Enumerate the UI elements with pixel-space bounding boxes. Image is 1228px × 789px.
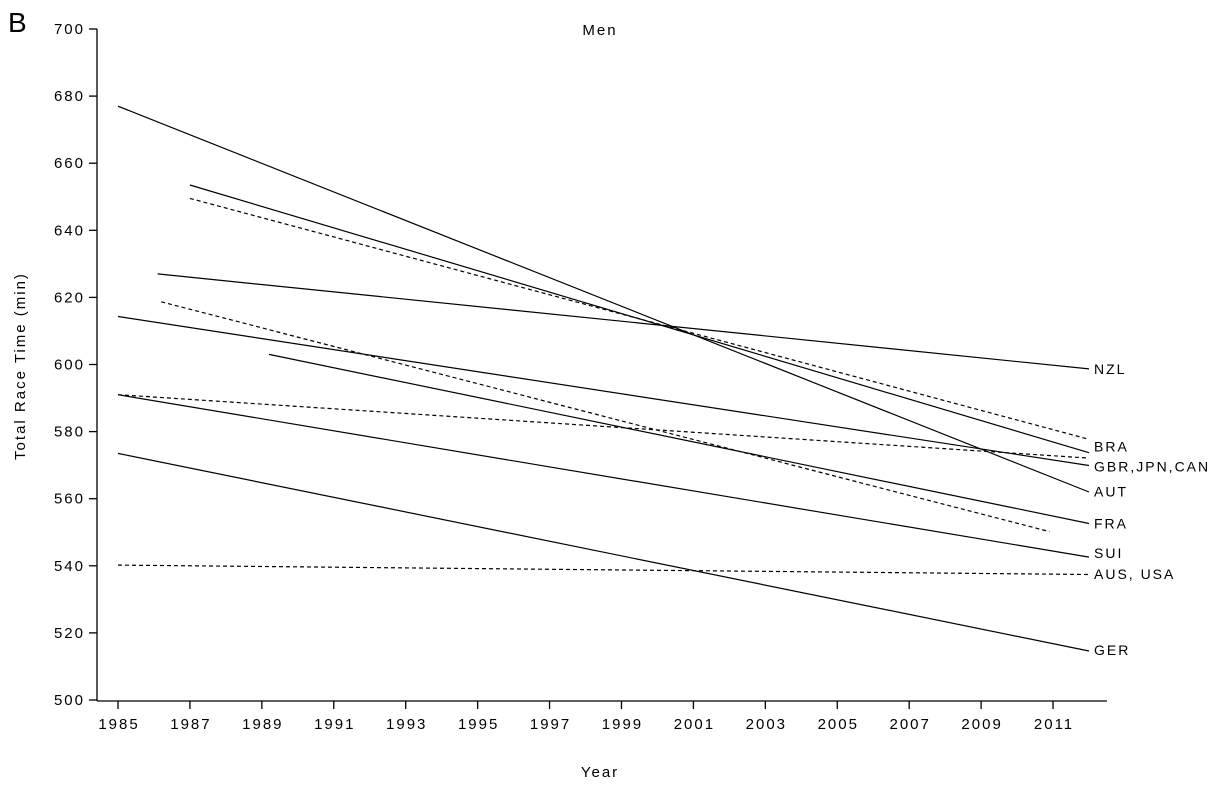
panel-label: B	[8, 7, 27, 38]
x-tick-label: 1991	[314, 716, 355, 733]
series-end-label: SUI	[1094, 545, 1123, 561]
x-tick-label: 2009	[961, 716, 1002, 733]
y-tick-label: 680	[54, 88, 85, 105]
series-line-ger	[117, 452, 1090, 652]
x-tick-label: 2001	[674, 716, 715, 733]
series-end-label: BRA	[1094, 439, 1129, 455]
x-axis-title: Year	[581, 764, 619, 781]
series-line-nzl	[157, 273, 1090, 370]
series-end-label: GER	[1094, 642, 1130, 658]
chart-title: Men	[582, 22, 617, 39]
x-tick-label: 2007	[889, 716, 930, 733]
series-end-label: GBR,JPN,CAN	[1094, 458, 1210, 474]
x-tick-label: 1999	[602, 716, 643, 733]
series-line-aut	[117, 105, 1090, 493]
series-end-label: AUT	[1094, 483, 1128, 499]
x-tick-label: 1993	[386, 716, 427, 733]
x-tick-label: 1995	[458, 716, 499, 733]
series-line-fra	[268, 353, 1090, 525]
y-axis-title: Total Race Time (min)	[12, 272, 29, 460]
y-tick-label: 560	[54, 491, 85, 508]
series-line-gbr-jpn-can	[117, 394, 1090, 459]
x-tick-label: 1985	[98, 716, 139, 733]
y-tick-label: 600	[54, 357, 85, 374]
series-line-fra	[161, 301, 1050, 533]
series-end-label: NZL	[1094, 361, 1126, 377]
y-tick-label: 660	[54, 155, 85, 172]
x-tick-label: 1989	[242, 716, 283, 733]
y-tick-label: 540	[54, 558, 85, 575]
x-tick-label: 2005	[818, 716, 859, 733]
series-end-labels: NZL BRA GBR,JPN,CAN AUT FRA SUI AUS, USA GER	[1094, 361, 1210, 658]
y-tick-label: 500	[54, 692, 85, 709]
y-axis-ticks: 500 520 540 560 580 600 620 640 660 680 700	[54, 21, 97, 709]
y-tick-label: 520	[54, 625, 85, 642]
y-tick-label: 640	[54, 222, 85, 239]
y-tick-label: 620	[54, 289, 85, 306]
series-line-sui	[117, 394, 1090, 558]
x-tick-label: 2011	[1034, 716, 1074, 733]
series-line-gbr-jpn-can	[117, 315, 1090, 467]
x-axis-ticks: 1985 1987 1989 1991 1993 1995 1997 1999 2001 2003…	[98, 701, 1074, 733]
y-tick-label: 700	[54, 21, 85, 38]
y-tick-label: 580	[54, 424, 85, 441]
series-line-aus-usa	[117, 564, 1090, 576]
x-tick-label: 2003	[746, 716, 787, 733]
x-tick-label: 1997	[530, 716, 571, 733]
series-line-bra	[189, 184, 1090, 454]
series-end-label: FRA	[1094, 516, 1128, 532]
series-lines	[117, 105, 1090, 652]
series-end-label: AUS, USA	[1094, 566, 1175, 582]
x-tick-label: 1987	[170, 716, 211, 733]
